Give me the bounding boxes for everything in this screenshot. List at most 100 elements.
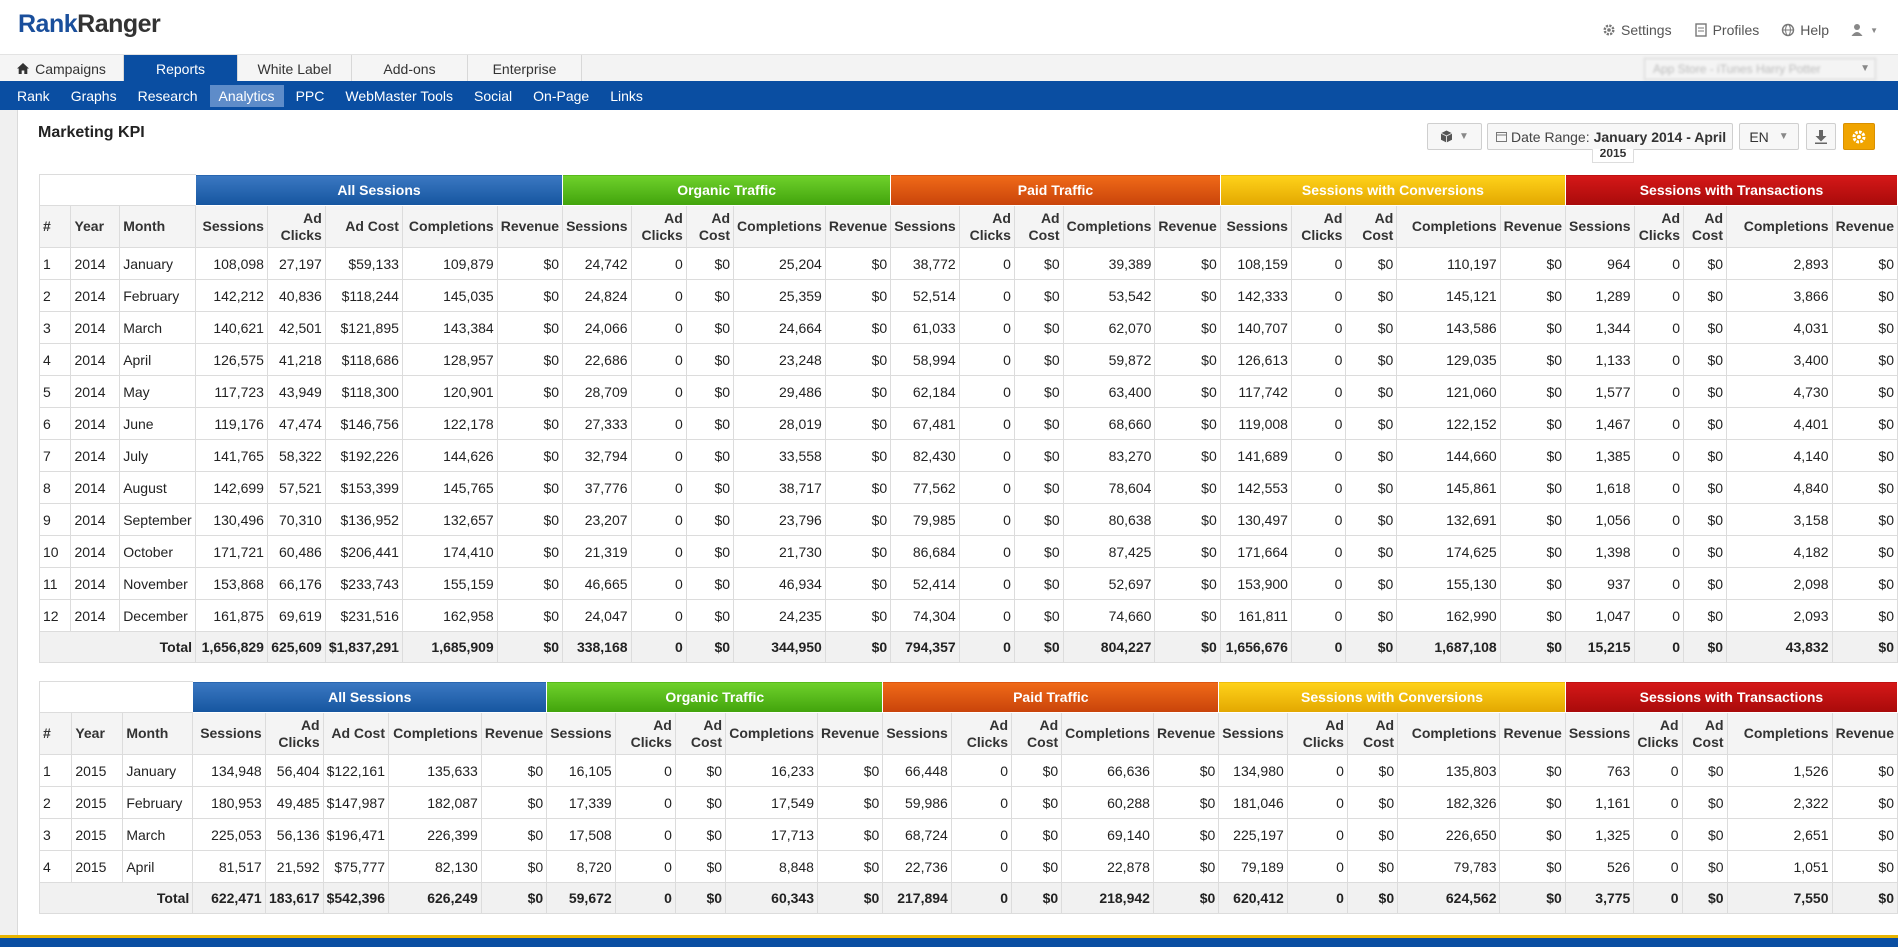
col-header-organic-ad-clicks[interactable]: Ad Clicks	[614, 712, 676, 755]
col-header-all-ad-clicks[interactable]: Ad Clicks	[266, 205, 326, 248]
col-header-conversions-ad-cost[interactable]: Ad Cost	[1345, 205, 1398, 248]
col-header-all-ad-clicks[interactable]: Ad Clicks	[264, 712, 324, 755]
col-header-transactions-revenue[interactable]: Revenue	[1831, 712, 1898, 755]
profiles-link[interactable]: Profiles	[1694, 22, 1759, 38]
rankranger-logo[interactable]: RankRanger	[18, 10, 161, 39]
subnav-on-page[interactable]: On-Page	[533, 87, 590, 104]
col-header-organic-ad-clicks[interactable]: Ad Clicks	[630, 205, 687, 248]
subnav-webmaster-tools[interactable]: WebMaster Tools	[345, 87, 453, 104]
table-cell: $0	[1152, 754, 1220, 787]
col-header-paid-completions[interactable]: Completions	[1062, 205, 1156, 248]
top-header: RankRanger Settings Profiles Help ▼	[0, 0, 1898, 54]
col-header-all-revenue[interactable]: Revenue	[480, 712, 548, 755]
help-link[interactable]: Help	[1781, 22, 1829, 38]
col-header-year[interactable]: Year	[71, 712, 124, 755]
table-cell: $0	[685, 503, 735, 536]
subnav-rank[interactable]: Rank	[17, 87, 50, 104]
col-header-paid-sessions[interactable]: Sessions	[882, 712, 952, 755]
export-format-button[interactable]: ▼	[1427, 123, 1482, 150]
col-header-transactions-sessions[interactable]: Sessions	[1565, 205, 1635, 248]
col-header-paid-completions[interactable]: Completions	[1061, 712, 1154, 755]
table-cell: $0	[1682, 535, 1728, 568]
col-header-organic-sessions[interactable]: Sessions	[546, 712, 616, 755]
table-cell: $59,133	[324, 247, 403, 280]
col-header-organic-ad-cost[interactable]: Ad Cost	[674, 712, 727, 755]
tab-enterprise[interactable]: Enterprise	[468, 55, 582, 82]
subnav-ppc[interactable]: PPC	[295, 87, 325, 104]
col-header-all-sessions[interactable]: Sessions	[192, 712, 266, 755]
col-header-paid-ad-clicks[interactable]: Ad Clicks	[958, 205, 1015, 248]
subnav-social[interactable]: Social	[474, 87, 513, 104]
subnav-links[interactable]: Links	[610, 87, 643, 104]
col-header-transactions-ad-clicks[interactable]: Ad Clicks	[1633, 205, 1685, 248]
download-button[interactable]	[1806, 123, 1836, 150]
table-cell: 1,325	[1564, 818, 1635, 851]
table-cell: $0	[1682, 567, 1728, 600]
col-header-num[interactable]: #	[38, 205, 72, 248]
col-header-paid-ad-cost[interactable]: Ad Cost	[1013, 205, 1064, 248]
col-header-conversions-sessions[interactable]: Sessions	[1218, 712, 1288, 755]
tab-campaigns[interactable]: Campaigns	[0, 55, 124, 82]
col-header-all-revenue[interactable]: Revenue	[496, 205, 564, 248]
table-body: 1 2015 January 134,948 56,404 $122,161 135,633…	[38, 754, 1898, 914]
col-header-organic-sessions[interactable]: Sessions	[562, 205, 632, 248]
col-header-transactions-completions[interactable]: Completions	[1726, 712, 1833, 755]
col-header-all-completions[interactable]: Completions	[388, 712, 482, 755]
table-cell: July	[119, 439, 197, 472]
total-label: Total	[38, 631, 197, 663]
col-header-organic-revenue[interactable]: Revenue	[824, 205, 892, 248]
table-cell: 2014	[70, 439, 121, 472]
col-header-all-completions[interactable]: Completions	[401, 205, 498, 248]
table-cell: $0	[1499, 471, 1567, 504]
col-header-organic-completions[interactable]: Completions	[725, 712, 818, 755]
table-cell: $0	[1010, 754, 1063, 787]
col-header-transactions-ad-clicks[interactable]: Ad Clicks	[1633, 712, 1683, 755]
col-header-paid-ad-cost[interactable]: Ad Cost	[1010, 712, 1063, 755]
table-row: 4 2015 April 81,517 21,592 $75,777 82,130 $0 8,7…	[38, 850, 1898, 883]
language-select[interactable]: EN ▼	[1739, 123, 1799, 150]
col-header-month[interactable]: Month	[122, 712, 194, 755]
col-header-organic-revenue[interactable]: Revenue	[816, 712, 884, 755]
col-header-organic-ad-cost[interactable]: Ad Cost	[685, 205, 735, 248]
col-header-paid-sessions[interactable]: Sessions	[890, 205, 960, 248]
col-header-month[interactable]: Month	[119, 205, 197, 248]
col-header-conversions-ad-clicks[interactable]: Ad Clicks	[1286, 712, 1348, 755]
col-header-all-ad-cost[interactable]: Ad Cost	[324, 205, 403, 248]
tab-reports[interactable]: Reports	[124, 55, 238, 82]
col-header-transactions-revenue[interactable]: Revenue	[1831, 205, 1898, 248]
tab-white-label[interactable]: White Label	[238, 55, 352, 82]
col-header-transactions-completions[interactable]: Completions	[1726, 205, 1833, 248]
col-header-conversions-revenue[interactable]: Revenue	[1499, 712, 1566, 755]
col-header-conversions-sessions[interactable]: Sessions	[1219, 205, 1292, 248]
table-row: 10 2014 October 171,721 60,486 $206,441 174,41…	[38, 535, 1898, 568]
settings-link[interactable]: Settings	[1602, 22, 1672, 38]
col-header-paid-revenue[interactable]: Revenue	[1152, 712, 1220, 755]
table-row: 2 2014 February 142,212 40,836 $118,244 145,03…	[38, 279, 1898, 312]
col-header-conversions-completions[interactable]: Completions	[1397, 712, 1501, 755]
col-header-transactions-ad-cost[interactable]: Ad Cost	[1682, 205, 1728, 248]
subnav-research[interactable]: Research	[137, 87, 198, 104]
col-header-all-sessions[interactable]: Sessions	[195, 205, 268, 248]
settings-button[interactable]	[1843, 123, 1875, 150]
col-header-conversions-ad-cost[interactable]: Ad Cost	[1346, 712, 1399, 755]
col-header-organic-completions[interactable]: Completions	[733, 205, 826, 248]
col-header-conversions-completions[interactable]: Completions	[1396, 205, 1501, 248]
subnav-graphs[interactable]: Graphs	[70, 87, 117, 104]
col-header-paid-ad-clicks[interactable]: Ad Clicks	[950, 712, 1013, 755]
col-header-conversions-revenue[interactable]: Revenue	[1499, 205, 1567, 248]
chevron-down-icon[interactable]: ▼	[1860, 63, 1870, 74]
date-range-picker[interactable]: Date Range: January 2014 - April	[1487, 123, 1733, 150]
col-header-year[interactable]: Year	[70, 205, 121, 248]
profile-select[interactable]: App Store - iTunes Harry Potter	[1644, 58, 1876, 80]
col-header-transactions-sessions[interactable]: Sessions	[1564, 712, 1635, 755]
col-header-conversions-ad-clicks[interactable]: Ad Clicks	[1290, 205, 1347, 248]
col-header-all-ad-cost[interactable]: Ad Cost	[322, 712, 390, 755]
col-header-num[interactable]: #	[38, 712, 73, 755]
subnav-analytics[interactable]: Analytics	[209, 84, 284, 107]
col-header-transactions-ad-cost[interactable]: Ad Cost	[1681, 712, 1728, 755]
user-menu[interactable]: ▼	[1851, 22, 1878, 38]
col-header-paid-revenue[interactable]: Revenue	[1154, 205, 1221, 248]
table-cell: $136,952	[324, 503, 403, 536]
table-cell: $0	[1013, 375, 1064, 408]
tab-add-ons[interactable]: Add-ons	[352, 55, 468, 82]
